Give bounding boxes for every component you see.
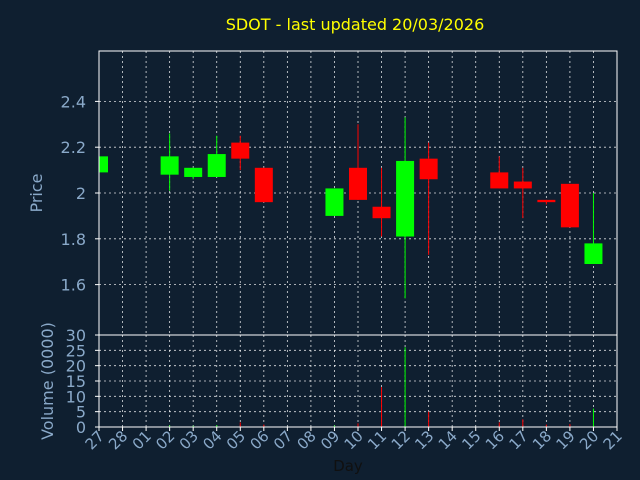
x-tick-label: 10 [341,427,367,453]
x-tick-label: 04 [199,427,225,453]
candle-body [419,158,438,180]
volume-grid [99,335,617,427]
candle-body [396,160,415,237]
price-panel: 1.6 1.8 2 2.2 2.4 Price [27,50,618,336]
price-y-axis-label: Price [27,173,46,212]
x-tick-label: 15 [458,427,484,453]
candle-body [537,199,556,203]
candle-body [372,206,391,219]
x-axis-label: Day [333,457,363,475]
x-tick-label: 28 [105,427,131,453]
x-tick-label: 08 [294,427,320,453]
price-tick-label: 2.4 [61,92,86,111]
x-tick-label: 18 [529,427,555,453]
price-y-ticks: 1.6 1.8 2 2.2 2.4 [61,92,99,295]
candle-body [584,243,603,264]
price-tick-label: 2 [76,184,86,203]
candle-body [490,172,509,189]
x-tick-label: 16 [482,427,508,453]
x-tick-label: 01 [129,427,155,453]
volume-y-axis-label: Volume (0000) [38,322,57,440]
candle-body [160,156,179,175]
candle-body [99,156,108,173]
price-tick-label: 1.8 [61,230,86,249]
price-tick-label: 2.2 [61,138,86,157]
x-tick-label: 19 [553,427,579,453]
x-tick-label: 21 [600,427,626,453]
candle-body [207,154,226,177]
x-tick-label: 13 [411,427,437,453]
x-tick-label: 07 [270,427,296,453]
price-tick-label: 1.6 [61,276,86,295]
volume-tick-label: 30 [66,326,86,345]
chart-title: SDOT - last updated 20/03/2026 [226,15,485,34]
candle-body [231,142,250,159]
candle-body [184,167,203,177]
x-axis-tick-labels: 2728010203040506070809101112131415161718… [82,427,626,453]
x-tick-label: 09 [317,427,343,453]
x-tick-label: 06 [246,427,272,453]
candle-body [254,167,273,203]
volume-tick-label: 20 [66,357,86,376]
volume-tick-label: 5 [76,403,86,422]
volume-tick-label: 10 [66,387,86,406]
x-tick-label: 12 [388,427,414,453]
candle-body [560,183,579,228]
volume-tick-label: 25 [66,341,86,360]
candle-body [325,188,344,216]
volume-bars [98,347,594,427]
candle-body [349,167,367,200]
x-tick-label: 17 [505,427,531,453]
x-tick-label: 11 [364,427,390,453]
volume-tick-label: 0 [76,418,86,437]
x-tick-label: 14 [435,427,461,453]
x-tick-label: 03 [176,427,202,453]
x-tick-label: 02 [152,427,178,453]
volume-tick-label: 15 [66,372,86,391]
candle-body [513,181,532,189]
x-tick-label: 05 [223,427,249,453]
price-candles [98,117,603,299]
x-tick-label: 20 [576,427,602,453]
